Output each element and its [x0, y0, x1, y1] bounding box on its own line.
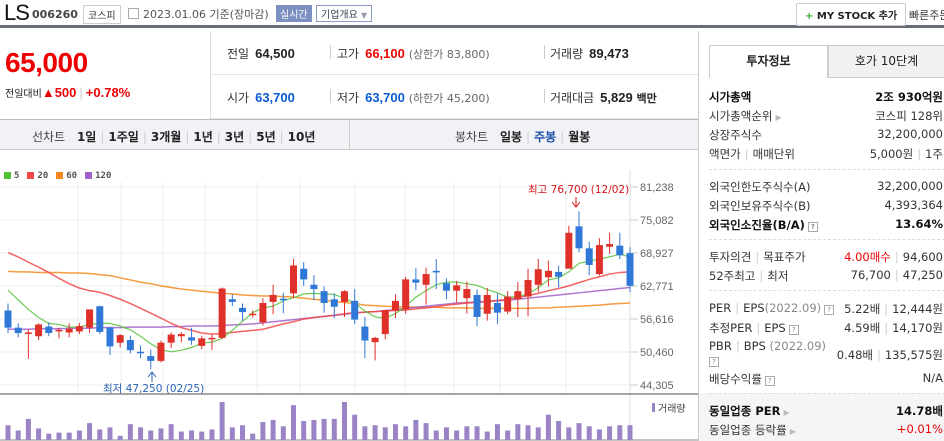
help-icon[interactable]: ?: [807, 222, 818, 232]
chevron-right-icon: ▶: [789, 427, 796, 436]
svg-text:최저 47,250 (02/25): 최저 47,250 (02/25): [103, 383, 204, 395]
chart-legend: 5 20 60 120: [4, 171, 119, 181]
market-cap-row: 시가총액 2조 930억원: [709, 90, 943, 104]
svg-text:44,305: 44,305: [640, 380, 674, 392]
dividend-row: 배당수익률? N/A: [709, 371, 943, 386]
investment-info-panel: 투자정보 호가 10단계 시가총액 2조 930억원 시가총액순위 ▶ 코스피 128…: [698, 31, 944, 441]
tab-line-4[interactable]: 3년: [224, 130, 245, 144]
stock-chart[interactable]: 5 20 60 120 81,238 75,082 68,927 62,771 56,616 5…: [0, 150, 698, 441]
week52-row: 52주최고 | 최저 76,700 | 47,250: [709, 268, 943, 283]
per-eps-row: PER | EPS(2022.09)? 5.22배 | 12,444원: [709, 301, 943, 316]
tab-line-3[interactable]: 1년: [193, 130, 213, 144]
chevron-right-icon: ▶: [775, 113, 782, 122]
foreign-ratio-row: 외국인소진율(B/A)? 13.64%: [709, 217, 943, 232]
tab-line-0[interactable]: 1일: [76, 130, 97, 144]
chevron-right-icon: ▶: [783, 408, 790, 417]
foreign-hold-row: 외국인보유주식수(B) 4,393,364: [709, 198, 943, 213]
cap-rank-row[interactable]: 시가총액순위 ▶ 코스피 128위: [709, 109, 943, 123]
company-overview-dropdown[interactable]: 기업개요 ▼: [316, 5, 373, 22]
stock-code: 006260: [32, 8, 78, 21]
summary-row-2: 시가 63,700 저가 63,700 (하한가 45,200) 거래대금 5,829…: [211, 75, 699, 119]
foreign-limit-row: 외국인한도주식수(A) 32,200,000: [709, 179, 943, 194]
low-price: 저가 63,700 (하한가 45,200): [337, 90, 490, 105]
tab-line-1[interactable]: 1주일: [108, 130, 139, 144]
industry-change-row[interactable]: 동일업종 등락률 ▶ +0.01%: [709, 422, 943, 437]
tab-investment-info[interactable]: 투자정보: [709, 45, 828, 78]
shares-row: 상장주식수 32,200,000: [709, 127, 943, 142]
svg-text:50,460: 50,460: [640, 347, 674, 359]
high-price: 고가 66,100 (상한가 83,800): [337, 46, 490, 61]
trade-amount: 거래대금 5,829 백만: [550, 90, 657, 105]
price-summary: 전일 64,500 고가 66,100 (상한가 83,800) 거래량 89,473…: [210, 31, 699, 119]
svg-text:62,771: 62,771: [640, 281, 674, 293]
plus-icon: +: [805, 11, 814, 22]
tab-candle-1[interactable]: 주봉: [534, 130, 557, 144]
candle-chart-periods: 봉차트 일봉 | 주봉 | 월봉: [455, 130, 591, 144]
legend-ma60: 60: [56, 171, 77, 181]
tab-candle-2[interactable]: 월봉: [568, 130, 591, 144]
change-percent: +0.78%: [85, 85, 131, 100]
stock-header: LS 006260 코스피 2023.01.06 기준(장마감) 실시간 기업개…: [0, 0, 944, 28]
candlestick-chart[interactable]: 81,238 75,082 68,927 62,771 56,616 50,460 44,3…: [0, 150, 698, 441]
chart-tabs-bar: 선차트 1일 | 1주일 | 3개월 | 1년 | 3년 | 5년 | 10년 봉차트 일봉 | 주봉 | 월봉: [0, 119, 698, 150]
volume: 거래량 89,473: [550, 46, 629, 61]
legend-ma5: 5: [4, 171, 19, 181]
base-date: 2023.01.06 기준(장마감): [143, 8, 269, 21]
stock-name: LS: [4, 0, 30, 25]
legend-ma20: 20: [27, 171, 48, 181]
open-price: 시가 63,700: [227, 90, 295, 105]
help-icon[interactable]: ?: [709, 357, 719, 367]
svg-text:거래량: 거래량: [658, 403, 686, 415]
help-icon[interactable]: ?: [764, 376, 775, 386]
opinion-row: 투자의견 | 목표주가 4.00매수 | 94,600: [709, 250, 943, 264]
tab-line-2[interactable]: 3개월: [150, 130, 182, 144]
help-icon[interactable]: ?: [788, 325, 799, 335]
realtime-button[interactable]: 실시간: [276, 5, 312, 22]
price-change: 전일대비▲500 | +0.78%: [5, 85, 131, 100]
tab-line-5[interactable]: 5년: [256, 130, 276, 144]
svg-text:56,616: 56,616: [640, 314, 674, 326]
up-arrow-icon: ▲: [41, 85, 55, 100]
svg-text:최고 76,700 (12/02): 최고 76,700 (12/02): [528, 184, 629, 196]
prev-close: 전일 64,500: [227, 46, 295, 61]
tab-line-6[interactable]: 10년: [287, 130, 316, 144]
industry-per-row[interactable]: 동일업종 PER ▶ 14.78배: [709, 404, 943, 418]
pbr-bps-row: PBR | BPS (2022.09)? 0.48배 | 135,575원: [709, 339, 943, 367]
tab-candle-0[interactable]: 일봉: [499, 130, 523, 144]
svg-text:68,927: 68,927: [640, 248, 674, 260]
svg-text:81,238: 81,238: [640, 182, 674, 194]
legend-ma120: 120: [85, 171, 111, 181]
quick-order-link[interactable]: 빠른주문: [909, 9, 944, 22]
est-per-eps-row: 추정PER | EPS? 4.59배 | 14,170원: [709, 321, 943, 335]
add-my-stock-button[interactable]: + MY STOCK 추가: [796, 3, 907, 26]
tab-orderbook-10[interactable]: 호가 10단계: [828, 45, 944, 78]
par-unit-row: 액면가 | 매매단위 5,000원 | 1주: [709, 147, 943, 161]
help-icon[interactable]: ?: [824, 305, 835, 315]
calendar-icon: [128, 8, 139, 19]
svg-text:75,082: 75,082: [640, 215, 674, 227]
current-price-panel: 65,000 전일대비▲500 | +0.78%: [0, 31, 210, 119]
current-price: 65,000: [5, 47, 88, 78]
summary-row-1: 전일 64,500 고가 66,100 (상한가 83,800) 거래량 89,473: [211, 31, 699, 75]
chevron-down-icon: ▼: [361, 11, 368, 20]
market-badge: 코스피: [83, 5, 121, 24]
line-chart-periods: 선차트 1일 | 1주일 | 3개월 | 1년 | 3년 | 5년 | 10년: [32, 130, 316, 144]
